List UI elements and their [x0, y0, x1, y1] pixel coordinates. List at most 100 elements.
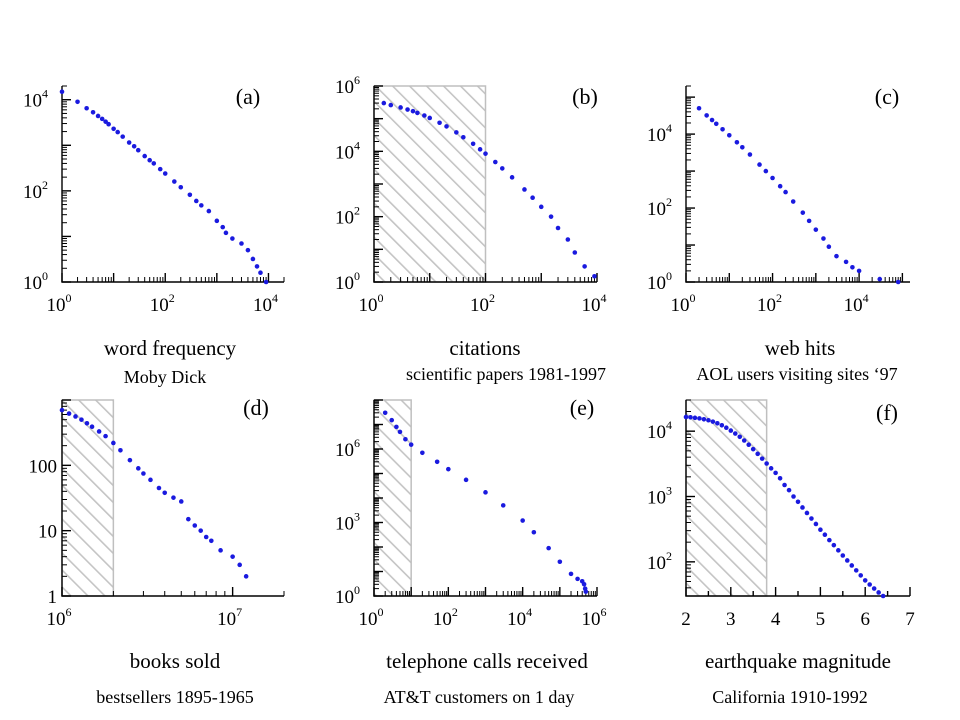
data-point: [696, 105, 702, 111]
data-point: [126, 140, 132, 145]
data-point: [73, 414, 78, 419]
data-point: [871, 586, 877, 591]
data-point: [757, 162, 762, 167]
data-point: [171, 495, 176, 500]
shaded-region: [373, 85, 487, 283]
x-axis-label: telephone calls received: [386, 649, 588, 673]
data-point: [853, 568, 859, 573]
data-point: [592, 273, 597, 279]
data-point: [768, 466, 774, 471]
data-point: [877, 276, 883, 282]
data-point: [520, 518, 525, 523]
data-point: [692, 415, 698, 421]
y-tick-label: 100: [29, 456, 58, 477]
data-point: [106, 121, 111, 127]
data-point: [192, 523, 198, 528]
data-point: [199, 203, 204, 208]
data-point: [688, 415, 693, 420]
panel-caption: bestsellers 1895-1965: [96, 687, 253, 707]
data-point: [764, 461, 769, 466]
y-tick-label: 102: [647, 195, 672, 220]
panel-caption: scientific papers 1981-1997: [406, 364, 606, 384]
panel-label: (e): [570, 395, 594, 420]
data-point: [575, 576, 580, 582]
data-point: [415, 110, 420, 116]
data-point: [777, 475, 783, 481]
data-point: [118, 447, 123, 453]
data-point: [162, 490, 168, 496]
data-point: [813, 227, 819, 232]
data-point: [750, 446, 756, 452]
x-tick-label: 104: [253, 291, 278, 316]
y-tick-label: 103: [335, 510, 360, 535]
data-point: [809, 516, 814, 521]
data-point: [773, 470, 778, 476]
data-point: [131, 144, 137, 149]
y-tick-label: 106: [335, 73, 360, 98]
x-tick-label: 4: [771, 609, 781, 630]
data-point: [840, 553, 846, 558]
data-point: [583, 589, 589, 594]
data-point: [790, 199, 796, 204]
data-point: [239, 241, 244, 246]
data-point: [740, 144, 745, 150]
data-point: [726, 132, 732, 138]
data-point: [410, 108, 416, 114]
panel-label: (b): [572, 84, 598, 109]
data-point: [156, 485, 162, 491]
data-point: [709, 117, 715, 123]
data-point: [572, 250, 578, 255]
x-tick-label: 107: [217, 605, 242, 630]
data-point: [157, 166, 163, 172]
data-point: [99, 116, 105, 122]
data-point: [89, 424, 95, 430]
data-point: [683, 414, 689, 420]
axes: [61, 86, 284, 283]
x-tick-label: 104: [507, 605, 532, 630]
data-point: [142, 153, 147, 159]
data-point: [850, 264, 855, 270]
data-point: [408, 442, 414, 447]
data-point: [483, 490, 488, 495]
data-point: [568, 571, 574, 577]
panel-label: (a): [236, 84, 260, 109]
data-point: [136, 466, 141, 471]
data-point: [827, 537, 832, 543]
x-tick-label: 100: [359, 291, 384, 316]
data-point: [90, 109, 96, 115]
data-point: [770, 175, 775, 181]
x-tick-label: 2: [681, 609, 691, 630]
data-point: [79, 417, 84, 422]
x-axis-label: earthquake magnitude: [705, 649, 891, 673]
data-point: [538, 204, 544, 210]
x-tick-label: 104: [582, 291, 607, 316]
x-tick-label: 102: [757, 291, 782, 316]
data-point: [822, 532, 828, 538]
data-point: [795, 499, 801, 505]
data-point: [895, 279, 901, 285]
data-point: [127, 457, 133, 463]
y-tick-label: 1: [48, 587, 58, 608]
data-point: [218, 548, 223, 553]
data-point: [461, 134, 466, 140]
shaded-region: [373, 399, 412, 597]
data-point: [394, 424, 399, 430]
data-point: [836, 548, 841, 553]
panel-4: 100 102 104 106 100 103 106 (e) telephone calls …: [335, 395, 607, 707]
data-point: [531, 529, 537, 535]
data-point: [103, 433, 108, 439]
data-point: [446, 466, 451, 472]
x-tick-label: 100: [359, 605, 384, 630]
data-point: [856, 268, 862, 274]
data-point: [111, 440, 116, 446]
data-point: [813, 521, 819, 527]
y-tick-label: 104: [23, 87, 48, 112]
data-point: [581, 582, 587, 587]
data-point: [75, 99, 80, 105]
data-point: [741, 438, 747, 443]
data-point: [732, 431, 738, 436]
data-point: [826, 244, 832, 250]
data-point: [209, 538, 214, 544]
x-tick-label: 106: [582, 605, 607, 630]
data-point: [483, 151, 488, 156]
